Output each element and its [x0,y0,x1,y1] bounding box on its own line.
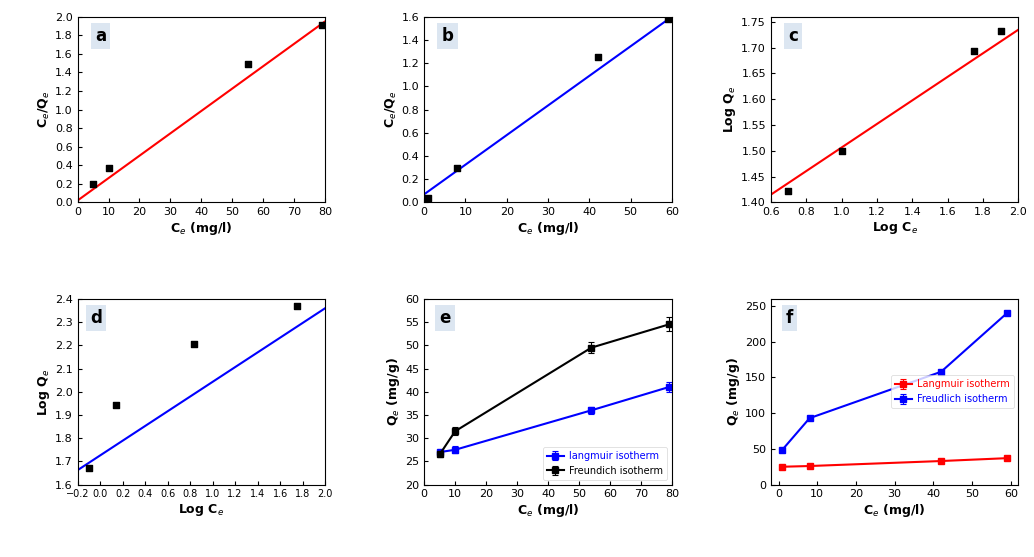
Legend: langmuir isotherm, Freundich isotherm: langmuir isotherm, Freundich isotherm [543,447,667,480]
X-axis label: C$_e$ (mg/l): C$_e$ (mg/l) [517,502,579,519]
Y-axis label: Q$_e$ (mg/g): Q$_e$ (mg/g) [386,358,402,426]
X-axis label: C$_e$ (mg/l): C$_e$ (mg/l) [170,220,233,237]
Point [240,60,256,69]
Text: e: e [439,309,451,327]
Point [420,193,436,202]
Point [449,163,465,172]
Text: c: c [788,27,798,45]
Point [109,400,125,409]
Point [993,27,1009,36]
Point [185,340,202,349]
Point [966,46,982,55]
Point [85,179,101,188]
Text: f: f [786,309,793,327]
Text: d: d [90,309,101,327]
Text: b: b [442,27,454,45]
Legend: Langmuir isotherm, Freudlich isotherm: Langmuir isotherm, Freudlich isotherm [890,375,1013,408]
Y-axis label: Log Q$_e$: Log Q$_e$ [36,368,52,416]
Y-axis label: Q$_e$ (mg/g): Q$_e$ (mg/g) [725,358,742,426]
Y-axis label: Log Q$_e$: Log Q$_e$ [723,86,738,133]
Y-axis label: C$_e$/Q$_e$: C$_e$/Q$_e$ [384,91,399,128]
X-axis label: C$_e$ (mg/l): C$_e$ (mg/l) [863,502,926,519]
Point [660,14,676,23]
Point [313,21,330,30]
X-axis label: C$_e$ (mg/l): C$_e$ (mg/l) [517,220,579,237]
Point [833,147,850,156]
Point [780,187,796,196]
X-axis label: Log C$_e$: Log C$_e$ [178,502,224,518]
Y-axis label: C$_e$/Q$_e$: C$_e$/Q$_e$ [37,91,52,128]
Point [100,164,117,173]
Point [589,53,606,62]
Text: a: a [95,27,107,45]
X-axis label: Log C$_e$: Log C$_e$ [872,220,918,236]
Point [288,301,305,310]
Point [81,463,97,472]
